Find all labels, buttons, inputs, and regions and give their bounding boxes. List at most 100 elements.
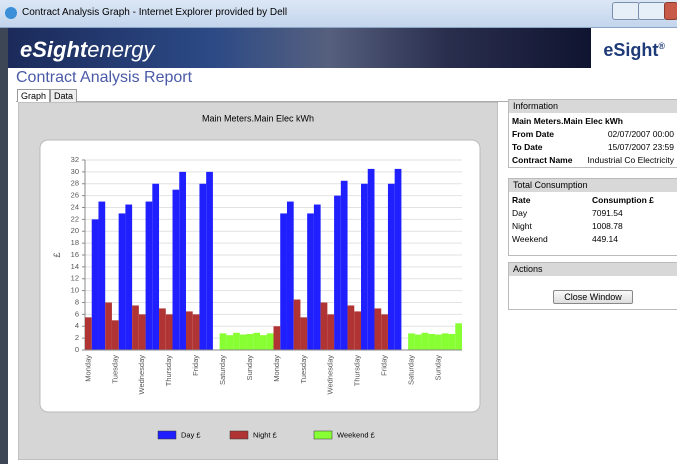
bar xyxy=(186,311,193,350)
y-tick-label: 12 xyxy=(71,274,79,283)
x-tick-label: Wednesday xyxy=(137,355,146,395)
legend-label: Day £ xyxy=(181,430,201,439)
meter-name: Main Meters.Main Elec kWh xyxy=(509,115,677,128)
info-value: 15/07/2007 23:59 xyxy=(608,142,674,153)
minimize-button[interactable] xyxy=(612,2,640,20)
browser-window: Contract Analysis Graph - Internet Explo… xyxy=(0,0,677,464)
legend-swatch xyxy=(230,431,248,439)
consumption: 7091.54 xyxy=(592,208,623,219)
tab[interactable]: Graph xyxy=(17,89,50,102)
bar xyxy=(307,213,314,350)
header-cell: Consumption £ xyxy=(592,195,674,206)
page-title: Contract Analysis Report xyxy=(16,69,192,87)
info-rows: From Date02/07/2007 00:00To Date15/07/20… xyxy=(509,128,677,167)
x-tick-label: Friday xyxy=(380,355,389,376)
bar xyxy=(388,184,395,350)
info-label: To Date xyxy=(512,142,543,153)
x-tick-label: Thursday xyxy=(353,355,362,387)
legend-swatch xyxy=(158,431,176,439)
y-tick-label: 32 xyxy=(71,155,79,164)
bar xyxy=(146,202,153,350)
legend-swatch xyxy=(314,431,332,439)
y-tick-label: 26 xyxy=(71,191,79,200)
y-tick-label: 18 xyxy=(71,238,79,247)
y-tick-label: 6 xyxy=(75,309,79,318)
panel-header: Actions xyxy=(509,263,677,276)
bar xyxy=(428,334,435,350)
brand-mark: ® xyxy=(658,41,665,51)
bar xyxy=(253,333,260,350)
meter: Main Meters.Main Elec kWh xyxy=(512,116,623,127)
window-border xyxy=(0,28,8,464)
legend-label: Weekend £ xyxy=(337,430,376,439)
bar xyxy=(408,333,415,350)
panel-header: Total Consumption xyxy=(509,179,677,192)
bar xyxy=(233,333,240,350)
bar xyxy=(435,335,442,350)
bar xyxy=(341,181,348,350)
bar xyxy=(442,333,449,350)
bar xyxy=(166,314,173,350)
bar xyxy=(193,314,200,350)
header-cell: Rate xyxy=(512,195,592,206)
bar xyxy=(125,205,132,350)
info-row: Contract NameIndustrial Co Electricity xyxy=(509,154,677,167)
actions-panel: Actions Close Window xyxy=(508,262,677,310)
bar xyxy=(327,314,334,350)
bar xyxy=(105,303,112,351)
x-tick-label: Tuesday xyxy=(110,355,119,384)
bar xyxy=(139,314,146,350)
logo-bold: eSight xyxy=(20,37,87,62)
bar xyxy=(260,335,267,350)
bar xyxy=(455,323,462,350)
information-panel: Information Main Meters.Main Elec kWh Fr… xyxy=(508,99,677,168)
y-tick-label: 16 xyxy=(71,250,79,259)
y-tick-label: 2 xyxy=(75,333,79,342)
bar xyxy=(98,202,105,350)
close-button[interactable] xyxy=(664,2,677,20)
bar xyxy=(321,303,328,351)
info-row: To Date 15/07/2007 23:59 xyxy=(509,141,677,154)
consumption: 449.14 xyxy=(592,234,618,245)
bar xyxy=(206,172,213,350)
button-row: Close Window xyxy=(509,290,677,304)
x-tick-label: Monday xyxy=(83,355,92,382)
y-tick-label: 20 xyxy=(71,226,79,235)
close-window-button[interactable]: Close Window xyxy=(553,290,633,304)
title-bar: Contract Analysis Graph - Internet Explo… xyxy=(0,0,677,28)
bar xyxy=(173,190,180,350)
bar xyxy=(179,172,186,350)
bar xyxy=(449,334,456,350)
chart-title: Main Meters.Main Elec kWh xyxy=(202,113,314,123)
x-tick-label: Saturday xyxy=(406,355,415,385)
info-label: From Date xyxy=(512,129,554,140)
bar xyxy=(361,184,368,350)
y-tick-label: 10 xyxy=(71,286,79,295)
x-tick-label: Friday xyxy=(191,355,200,376)
tab[interactable]: Data xyxy=(50,89,77,102)
ie-icon xyxy=(5,7,17,19)
consumption-row: Day7091.54 xyxy=(509,207,677,220)
bar xyxy=(220,333,227,350)
logo-light: energy xyxy=(87,37,154,62)
bar xyxy=(368,169,375,350)
brand: eSight® xyxy=(603,40,665,61)
bar xyxy=(354,311,361,350)
bar xyxy=(300,317,307,350)
logo: eSightenergy xyxy=(20,37,155,63)
window-title: Contract Analysis Graph - Internet Explo… xyxy=(22,7,287,18)
panel-header: Information xyxy=(509,100,677,113)
x-tick-label: Sunday xyxy=(433,355,442,381)
y-tick-label: 4 xyxy=(75,321,79,330)
rate: Weekend xyxy=(512,234,592,245)
x-tick-label: Saturday xyxy=(218,355,227,385)
bar xyxy=(274,326,281,350)
maximize-button[interactable] xyxy=(638,2,666,20)
bar xyxy=(415,335,422,350)
info-value: Industrial Co Electricity xyxy=(588,155,674,166)
bar xyxy=(267,333,274,350)
